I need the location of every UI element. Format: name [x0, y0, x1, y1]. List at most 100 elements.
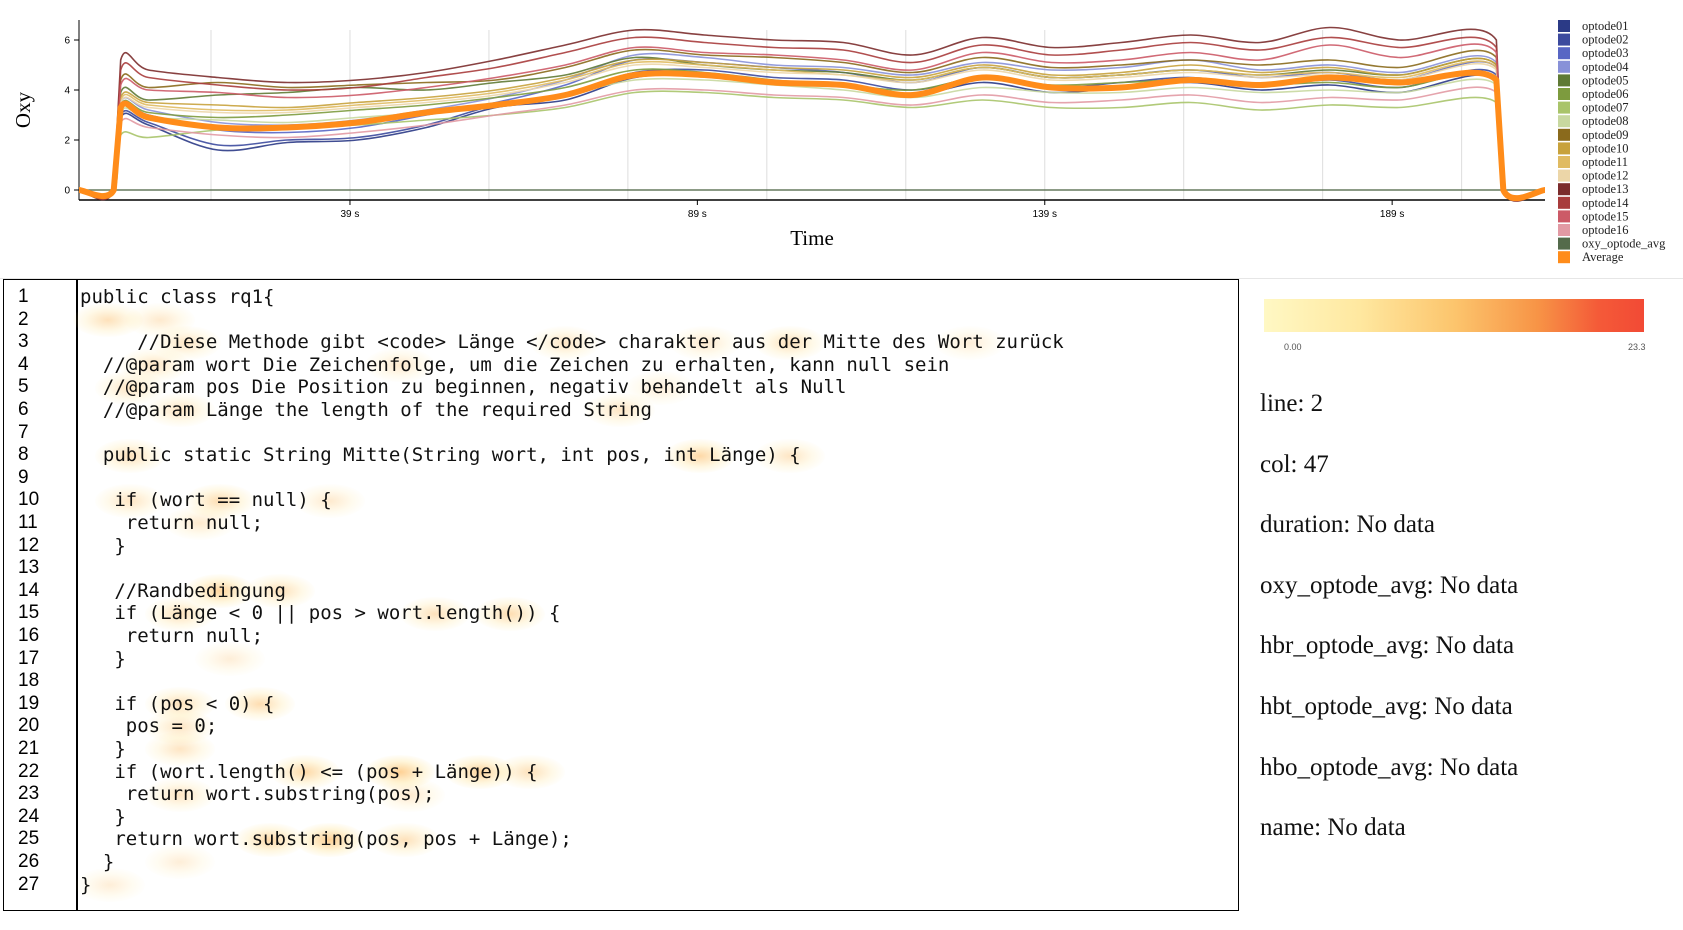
legend-swatch	[1558, 101, 1570, 114]
legend-swatch	[1558, 210, 1570, 223]
series-line-optode09	[78, 48, 1546, 201]
line-number: 23	[18, 783, 40, 805]
code-body[interactable]: public class rq1{ //Diese Methode gibt <…	[73, 280, 1236, 910]
code-line[interactable]: //@param wort Die Zeichenfolge, um die Z…	[80, 353, 950, 376]
code-line[interactable]: if (Länge < 0 || pos > wort.length()) {	[80, 602, 561, 625]
x-tick-label: 89 s	[688, 209, 707, 220]
legend-swatch	[1558, 33, 1570, 46]
legend-entry-optode10: optode10	[1582, 141, 1629, 155]
info-hbo-optode-avg: hbo_optode_avg: No data	[1260, 754, 1519, 781]
line-number: 22	[18, 760, 40, 782]
line-number: 6	[18, 399, 29, 420]
legend-entry-optode11: optode11	[1582, 155, 1628, 169]
code-viewer[interactable]: 1 2 3 4 5 6 7 8 9 10 11 12 13 14 15 16 17 18 19 20 21 22 23 24 2…	[3, 279, 1239, 911]
code-line[interactable]: public static String Mitte(String wort, …	[80, 444, 801, 467]
legend-entry-optode03: optode03	[1582, 46, 1629, 60]
code-line[interactable]: if (wort.length() <= (pos + Länge)) {	[80, 760, 538, 783]
code-line[interactable]: return wort.substring(pos);	[80, 783, 435, 806]
y-tick-label: 0	[64, 186, 70, 197]
legend-swatch	[1558, 169, 1570, 182]
legend-swatch	[1558, 224, 1570, 236]
code-line[interactable]: pos = 0;	[80, 715, 218, 738]
code-line[interactable]: if (pos < 0) {	[80, 692, 275, 715]
info-oxy-optode-avg: oxy_optode_avg: No data	[1260, 572, 1519, 599]
code-line[interactable]: return wort.substring(pos, pos + Länge);	[80, 828, 572, 851]
code-line[interactable]: //Randbedingung	[80, 579, 286, 602]
series-line-optode02	[78, 68, 1546, 200]
line-number: 1	[18, 286, 29, 307]
line-number: 13	[18, 557, 40, 579]
line-number: 10	[18, 489, 40, 511]
legend-swatch	[1558, 88, 1570, 100]
series-line-optode01	[78, 73, 1546, 199]
heatmap-scale-min-label: 0.00	[1284, 342, 1302, 352]
info-name: name: No data	[1260, 814, 1406, 841]
legend-entry-optode15: optode15	[1582, 209, 1629, 223]
x-tick-label: 139 s	[1033, 209, 1057, 220]
legend-swatch	[1558, 183, 1570, 196]
y-tick-label: 2	[64, 136, 70, 147]
heatmap-scale-max-label: 23.3	[1628, 342, 1646, 352]
legend-entry-oxy-optode-avg: oxy_optode_avg	[1582, 237, 1666, 251]
info-line: line: 2	[1260, 390, 1324, 417]
line-number: 5	[18, 376, 29, 398]
line-number: 24	[18, 805, 40, 827]
legend-swatch	[1558, 128, 1570, 141]
info-hbt-optode-avg: hbt_optode_avg: No data	[1260, 693, 1513, 720]
code-line[interactable]: //@param Länge the length of the require…	[80, 399, 652, 421]
panel-divider	[0, 278, 1683, 279]
legend-entry-optode05: optode05	[1582, 73, 1629, 87]
code-line[interactable]: }	[80, 738, 126, 760]
series-line-optode15	[78, 43, 1546, 201]
code-line[interactable]: }	[80, 534, 126, 557]
code-line[interactable]: //@param pos Die Position zu beginnen, n…	[80, 376, 847, 399]
legend-entry-optode12: optode12	[1582, 169, 1629, 183]
line-number: 20	[18, 715, 40, 737]
series-line-optode13	[78, 26, 1546, 202]
line-number: 21	[18, 738, 40, 759]
legend-entry-optode14: optode14	[1582, 196, 1629, 210]
info-panel: 0.00 23.3 line: 2 col: 47 duration: No d…	[1240, 279, 1683, 919]
legend-swatch	[1558, 47, 1570, 60]
code-line[interactable]: if (wort == null) {	[80, 489, 332, 512]
line-number: 7	[18, 421, 29, 443]
line-number: 8	[18, 444, 29, 466]
series-line-Average	[78, 69, 1546, 202]
code-line[interactable]: public class rq1{	[80, 286, 275, 308]
line-number: 3	[18, 331, 29, 353]
y-axis-label: Oxy	[11, 91, 35, 128]
line-number: 2	[18, 308, 29, 330]
legend-swatch	[1558, 60, 1570, 73]
legend-swatch	[1558, 74, 1570, 87]
line-number: 17	[18, 647, 40, 669]
legend-entry-optode02: optode02	[1582, 33, 1629, 47]
legend-entry-optode08: optode08	[1582, 114, 1629, 128]
series-line-optode14	[78, 36, 1546, 202]
line-number: 18	[18, 670, 40, 692]
code-line[interactable]: }	[80, 805, 126, 828]
series-line-optode11	[78, 60, 1546, 200]
legend-swatch	[1558, 251, 1570, 264]
legend-entry-optode09: optode09	[1582, 128, 1629, 142]
code-line[interactable]: return null;	[80, 512, 264, 534]
legend-swatch	[1558, 20, 1570, 32]
legend-entry-optode01: optode01	[1582, 19, 1629, 33]
line-number: 19	[18, 692, 40, 714]
code-line[interactable]: return null;	[80, 625, 264, 647]
heatmap-color-scale	[1264, 299, 1644, 332]
code-line[interactable]: }	[80, 873, 92, 896]
line-number: 15	[18, 602, 40, 624]
line-number: 27	[18, 873, 40, 895]
legend-entry-optode16: optode16	[1582, 223, 1629, 237]
x-tick-label: 39 s	[341, 209, 360, 220]
time-series-chart: 0 2 4 6 39 s 89 s 139 s 189 s Oxy Time optode01 opt…	[0, 0, 1683, 278]
line-number: 14	[18, 579, 40, 601]
code-line[interactable]: }	[80, 647, 126, 670]
code-line[interactable]: //Diese Methode gibt <code> Länge </code…	[80, 331, 1064, 354]
legend-entry-optode07: optode07	[1582, 101, 1629, 115]
series-line-optode12	[78, 62, 1546, 200]
code-line[interactable]: }	[80, 851, 115, 873]
y-tick-label: 4	[64, 86, 70, 97]
line-number: 12	[18, 534, 40, 556]
